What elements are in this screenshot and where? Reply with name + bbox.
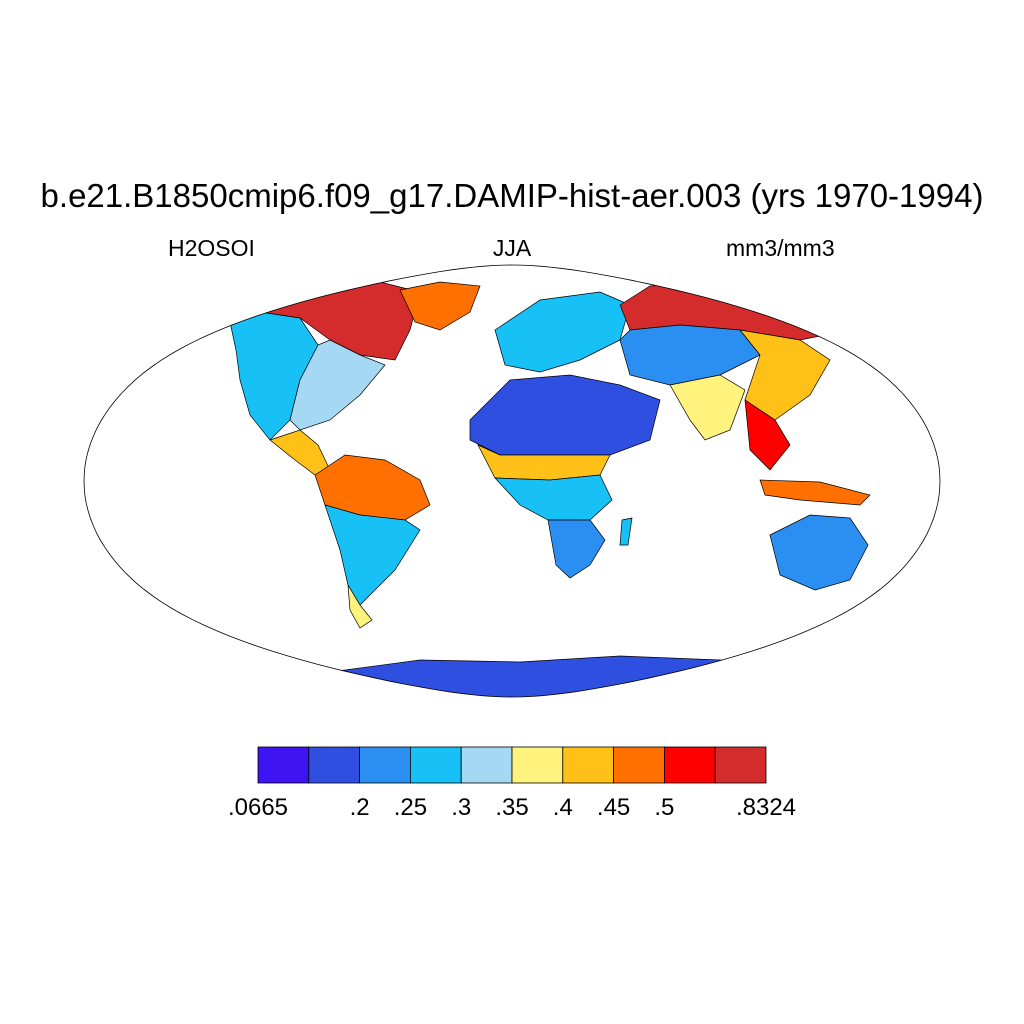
variable-label: H2OSOI [168, 235, 255, 261]
colorbar-box [714, 746, 767, 784]
region-madagascar [619, 517, 633, 546]
colorbar-box [664, 746, 716, 784]
colorbar-box [562, 746, 614, 784]
region-maritime-continent [759, 479, 871, 506]
region-southeast-asia [744, 399, 791, 471]
colorbar-box [409, 746, 462, 784]
colorbar-tick-label: .5 [654, 794, 674, 821]
colorbar-tick-label: .0665 [228, 794, 288, 821]
map-boundary [83, 264, 941, 698]
colorbar-box [359, 746, 411, 784]
plot-title: b.e21.B1850cmip6.f09_g17.DAMIP-hist-aer.… [40, 177, 984, 214]
colorbar-tick-label: .45 [597, 794, 630, 821]
region-greenland [399, 281, 481, 331]
region-east-asia [739, 329, 831, 421]
colorbar-box [511, 746, 564, 784]
colorbar-tick-label: .3 [451, 794, 471, 821]
region-australia [769, 514, 869, 591]
colorbar-tick-label: .2 [350, 794, 370, 821]
region-sahara-arabia [469, 374, 661, 456]
season-label: JJA [492, 235, 532, 261]
colorbar-tick-label: .25 [394, 794, 427, 821]
colorbar-box [613, 746, 665, 784]
colorbar-box [257, 746, 310, 784]
colorbar-tick-label: .4 [553, 794, 573, 821]
region-eastern-north-america [289, 339, 386, 431]
region-central-africa [494, 474, 613, 521]
region-southern-south-america [324, 504, 421, 606]
colorbar-tick-label: .8324 [736, 794, 796, 821]
region-patagonia [347, 584, 373, 629]
region-southern-africa [547, 519, 606, 579]
colorbar-tick-label: .35 [495, 794, 528, 821]
units-label: mm3/mm3 [726, 235, 835, 261]
colorbar-box [308, 746, 360, 784]
colorbar-box [460, 746, 513, 784]
region-south-asia [669, 374, 746, 441]
